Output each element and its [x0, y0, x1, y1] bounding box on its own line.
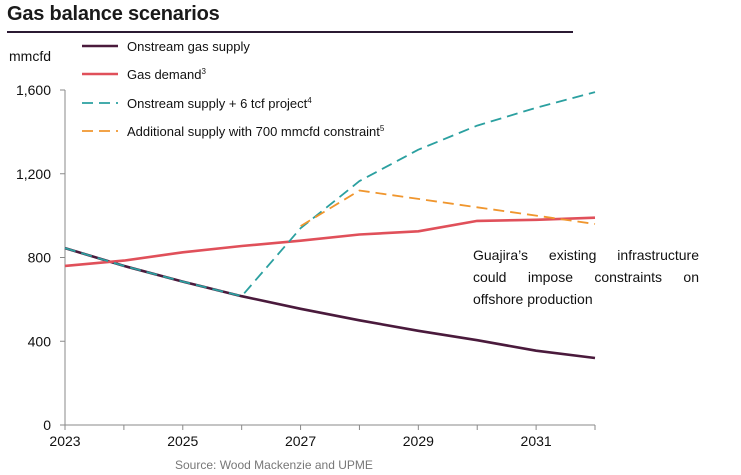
- x-tick-label: 2023: [49, 433, 80, 449]
- x-tick-label: 2027: [285, 433, 316, 449]
- legend-label: Additional supply with 700 mmcfd constra…: [127, 124, 385, 139]
- chart-series: [64, 91, 596, 360]
- x-tick-label: 2031: [521, 433, 552, 449]
- legend-label: Gas demand3: [127, 67, 206, 82]
- y-tick-label: 400: [28, 333, 52, 349]
- legend-label: Onstream gas supply: [127, 39, 250, 54]
- series-line: [64, 216, 596, 268]
- source-note: Source: Wood Mackenzie and UPME: [175, 458, 373, 472]
- x-tick-label: 2029: [403, 433, 434, 449]
- legend-label: Onstream supply + 6 tcf project4: [127, 96, 312, 111]
- chart-title: Gas balance scenarios: [7, 3, 220, 25]
- y-tick-label: 800: [28, 250, 52, 266]
- chart-axes: 0 400 800 1,200 1,600 2023 2025 2027 2029 2031: [16, 82, 596, 449]
- series-line: [64, 91, 596, 298]
- y-tick-label: 1,200: [16, 166, 51, 182]
- y-tick-label: 0: [43, 417, 51, 433]
- chart-legend: Onstream gas supply Gas demand3 Onstream s…: [82, 39, 385, 139]
- x-tick-label: 2025: [167, 433, 198, 449]
- series-line: [300, 189, 596, 227]
- y-axis-unit-label: mmcfd: [9, 48, 51, 64]
- chart-annotation: Guajira’s existing infrastructure could …: [473, 247, 699, 307]
- y-tick-label: 1,600: [16, 82, 51, 98]
- title-underline: [7, 31, 573, 33]
